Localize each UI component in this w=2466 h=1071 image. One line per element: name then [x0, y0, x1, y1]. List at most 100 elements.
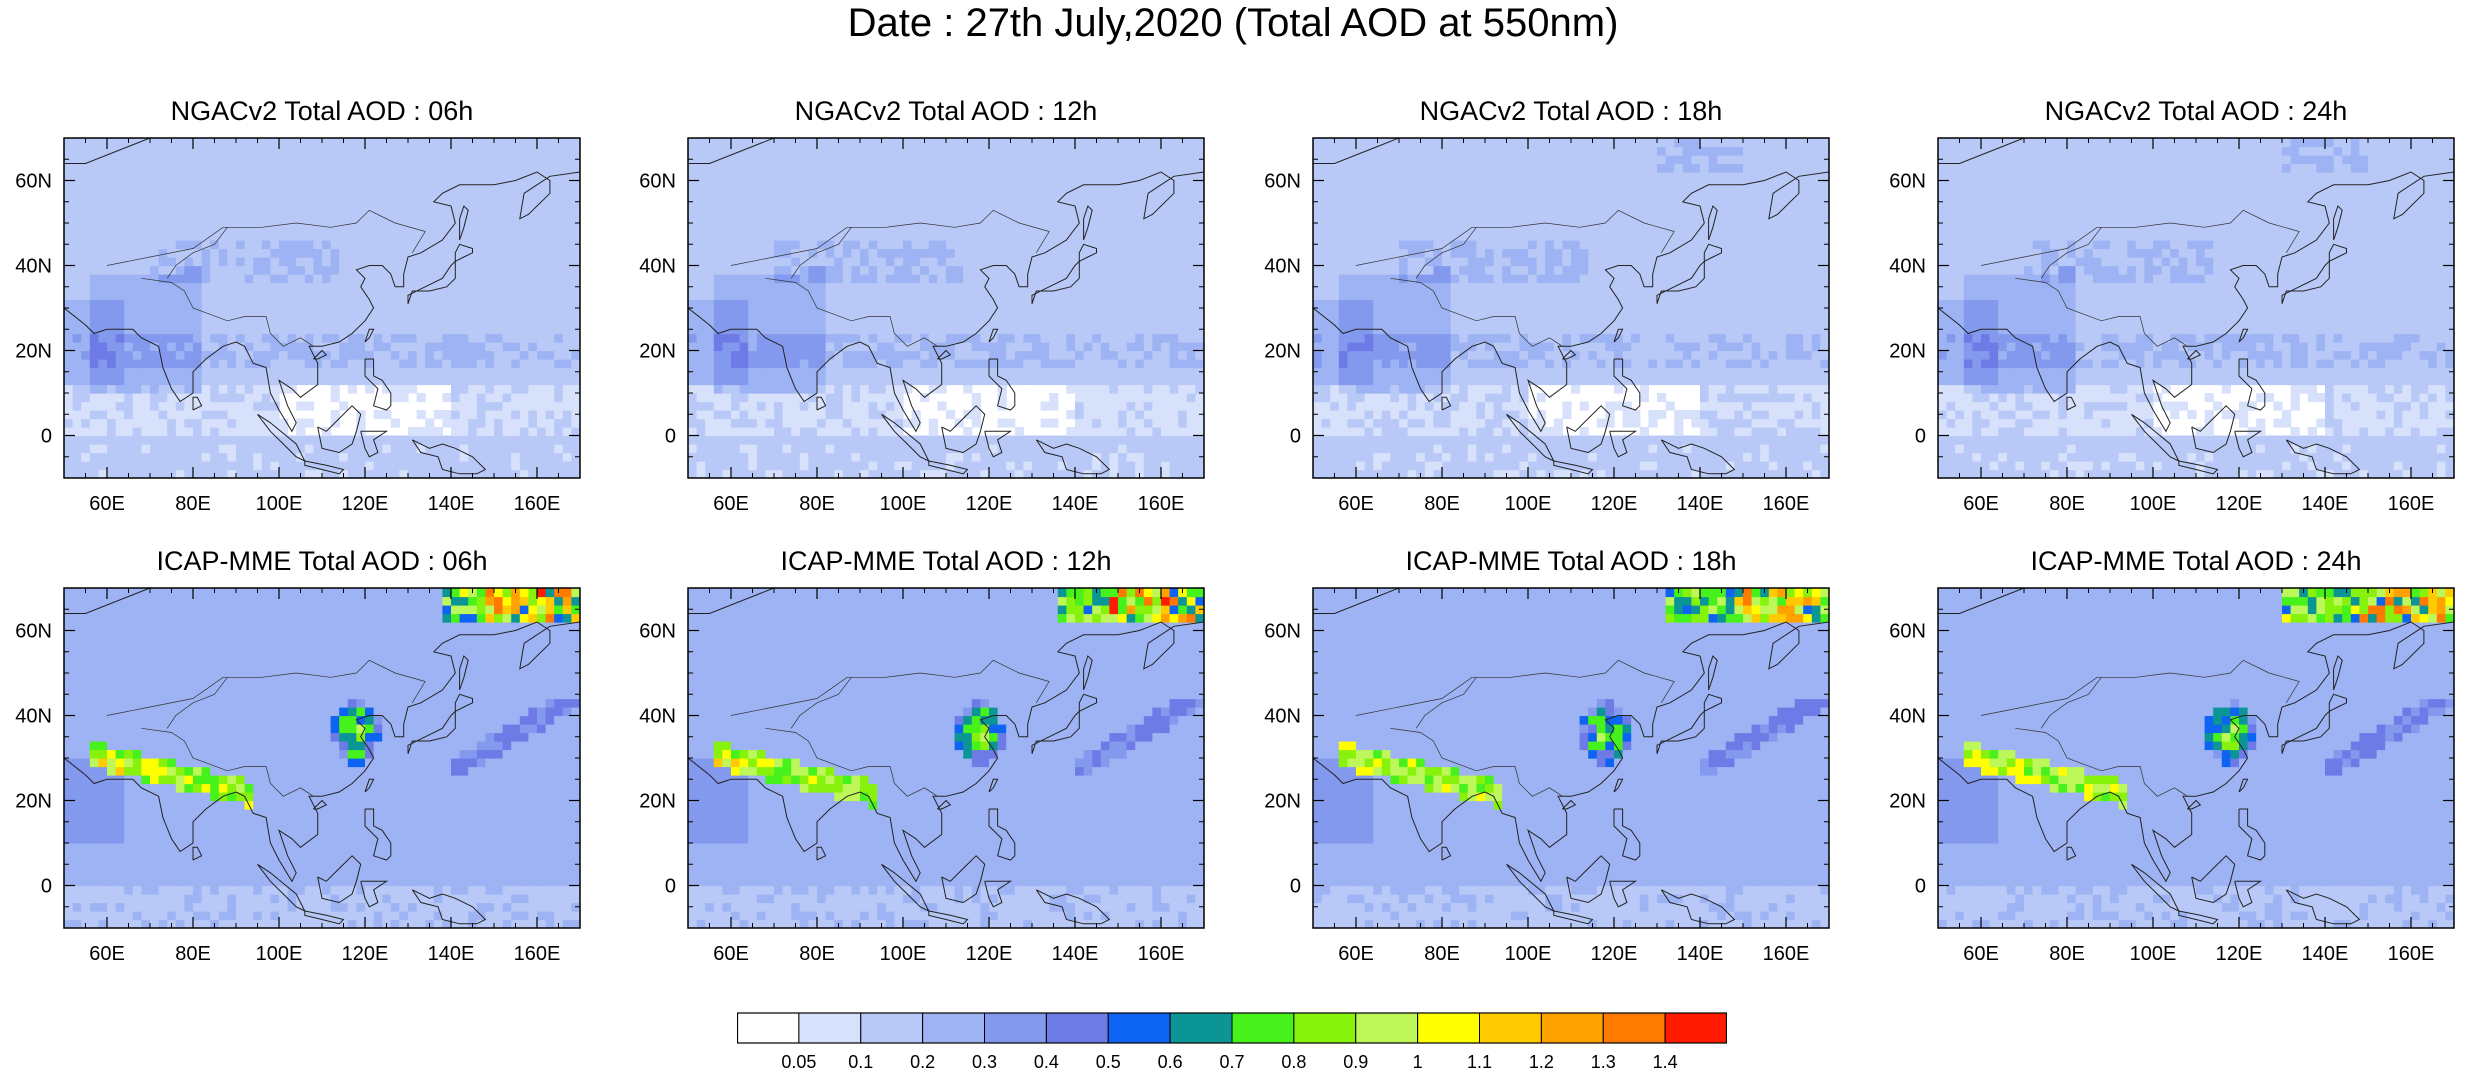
panel-title: ICAP-MME Total AOD : 24h: [2030, 546, 2361, 576]
coastlines: [688, 588, 1204, 925]
lon-tick-label: 60E: [713, 943, 749, 965]
lon-tick-label: 140E: [2302, 493, 2349, 515]
lon-tick-label: 100E: [2130, 493, 2177, 515]
lon-tick-label: 140E: [428, 943, 475, 965]
aod-colorbar: 0.05 0.1 0.2 0.3 0.4 0.5 0.6 0.7 0.8 0.9 1 1.1 1.2 1.…: [737, 1012, 1727, 1071]
panel-title: ICAP-MME Total AOD : 12h: [780, 546, 1111, 576]
lon-tick-label: 140E: [1052, 943, 1099, 965]
lat-tick-label: 40N: [639, 706, 676, 728]
aod-field: [1938, 138, 2454, 478]
colorbar-swatch: [1664, 1012, 1727, 1044]
lon-tick-label: 80E: [175, 943, 211, 965]
lat-tick-label: 40N: [1264, 256, 1301, 278]
colorbar-label: 0.1: [848, 1052, 873, 1071]
country-borders: [1355, 659, 1675, 797]
panel-title: NGACv2 Total AOD : 24h: [2045, 96, 2348, 126]
lat-tick-label: 40N: [1264, 706, 1301, 728]
lon-tick-label: 160E: [1763, 493, 1810, 515]
lon-tick-label: 120E: [966, 493, 1013, 515]
lon-tick-label: 160E: [514, 493, 561, 515]
colorbar-swatch: [1540, 1012, 1604, 1044]
colorbar-swatch: [1479, 1012, 1542, 1044]
lon-tick-label: 140E: [1677, 493, 1724, 515]
lat-tick-label: 20N: [639, 341, 676, 363]
lon-tick-label: 80E: [175, 493, 211, 515]
panel-title: NGACv2 Total AOD : 18h: [1420, 96, 1723, 126]
lon-tick-label: 100E: [256, 943, 303, 965]
lat-tick-label: 60N: [15, 621, 52, 643]
lat-tick-label: 40N: [1889, 256, 1926, 278]
lon-tick-label: 140E: [1052, 493, 1099, 515]
colorbar-swatch: [922, 1012, 986, 1044]
lat-tick-label: 60N: [639, 171, 676, 193]
lon-tick-label: 160E: [2388, 943, 2435, 965]
map-panels-grid: NGACv2 Total AOD : 06h 60E 80E 100E 120E 140E…: [15, 96, 2455, 965]
coastlines: [64, 138, 580, 475]
coastlines: [1938, 138, 2454, 475]
lat-tick-label: 20N: [1889, 341, 1926, 363]
lon-tick-label: 140E: [1677, 943, 1724, 965]
aod-field: [1938, 588, 2454, 928]
lon-tick-label: 80E: [1424, 493, 1460, 515]
lon-tick-label: 120E: [966, 943, 1013, 965]
lon-tick-label: 60E: [1963, 493, 1999, 515]
lon-tick-label: 80E: [799, 943, 835, 965]
country-borders: [106, 209, 426, 347]
colorbar-swatch: [1417, 1012, 1481, 1044]
country-borders: [730, 209, 1050, 347]
lat-tick-label: 60N: [1264, 621, 1301, 643]
aod-field: [64, 588, 580, 928]
country-borders: [1355, 209, 1675, 347]
lat-tick-label: 20N: [1889, 791, 1926, 813]
colorbar-label: 0.2: [910, 1052, 935, 1071]
colorbar-swatch: [1355, 1012, 1419, 1044]
colorbar-label: 1.4: [1653, 1052, 1678, 1071]
colorbar-swatch: [1045, 1012, 1109, 1044]
colorbar-swatch: [984, 1012, 1047, 1044]
lat-tick-label: 60N: [15, 171, 52, 193]
lon-tick-label: 60E: [713, 493, 749, 515]
lon-tick-label: 80E: [2049, 943, 2085, 965]
colorbar-label: 1.3: [1591, 1052, 1616, 1071]
coastlines: [64, 588, 580, 925]
lat-tick-label: 40N: [15, 706, 52, 728]
country-borders: [730, 659, 1050, 797]
lon-tick-label: 120E: [1591, 943, 1638, 965]
lat-tick-label: 0: [665, 876, 676, 898]
lat-tick-label: 40N: [639, 256, 676, 278]
lon-tick-label: 120E: [2216, 493, 2263, 515]
lon-tick-label: 120E: [2216, 943, 2263, 965]
coastlines: [1938, 588, 2454, 925]
colorbar-label: 1: [1413, 1052, 1423, 1071]
lat-tick-label: 40N: [15, 256, 52, 278]
lon-tick-label: 100E: [880, 943, 927, 965]
colorbar-label: 0.8: [1281, 1052, 1306, 1071]
colorbar-label: 0.5: [1096, 1052, 1121, 1071]
lat-tick-label: 20N: [639, 791, 676, 813]
lon-tick-label: 160E: [1138, 943, 1185, 965]
lon-tick-label: 100E: [1505, 493, 1552, 515]
colorbar-swatch: [860, 1012, 924, 1044]
colorbar-label: 0.4: [1034, 1052, 1059, 1071]
colorbar-label: 0.05: [781, 1052, 816, 1071]
lon-tick-label: 60E: [1338, 943, 1374, 965]
colorbar-swatch: [737, 1012, 800, 1044]
colorbar-label: 0.3: [972, 1052, 997, 1071]
aod-field: [688, 138, 1204, 478]
lat-tick-label: 20N: [15, 341, 52, 363]
map-panel: ICAP-MME Total AOD : 24h 60E 80E 100E 120E 14…: [1889, 546, 2455, 965]
lon-tick-label: 100E: [256, 493, 303, 515]
lon-tick-label: 160E: [514, 943, 561, 965]
colorbar-swatch: [1231, 1012, 1295, 1044]
lon-tick-label: 80E: [799, 493, 835, 515]
colorbar-swatch: [1169, 1012, 1233, 1044]
map-panel: NGACv2 Total AOD : 24h 60E 80E 100E 120E 140E…: [1889, 96, 2455, 515]
colorbar-swatch: [1293, 1012, 1357, 1044]
colorbar-swatch: [1107, 1012, 1171, 1044]
lat-tick-label: 60N: [1889, 621, 1926, 643]
lat-tick-label: 0: [41, 876, 52, 898]
lat-tick-label: 0: [1915, 426, 1926, 448]
colorbar-label: 1.1: [1467, 1052, 1492, 1071]
map-panel: NGACv2 Total AOD : 06h 60E 80E 100E 120E 140E…: [15, 96, 581, 515]
lat-tick-label: 0: [1290, 876, 1301, 898]
